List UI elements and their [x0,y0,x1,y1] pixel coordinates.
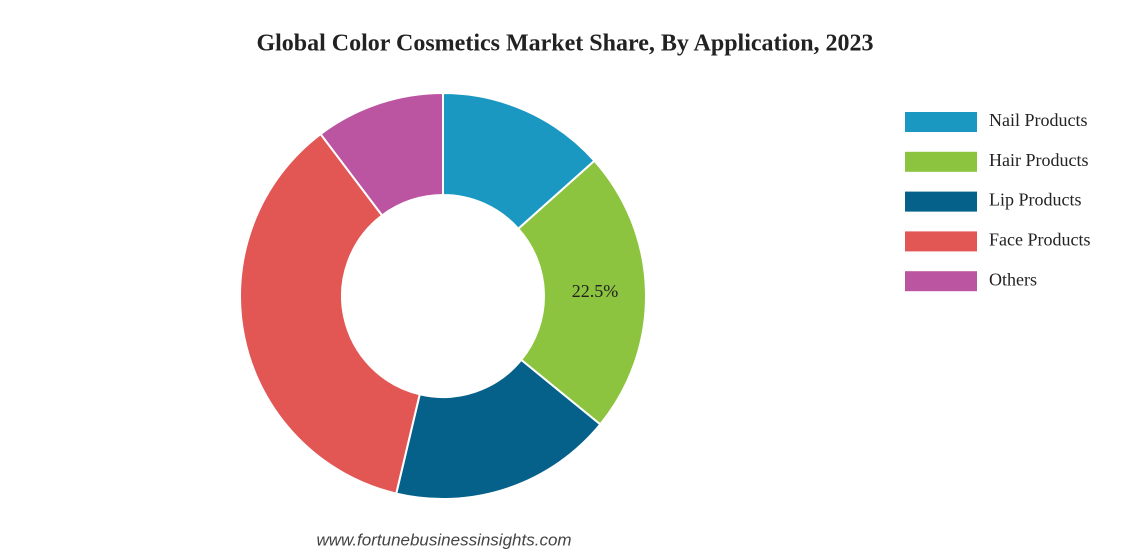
donut-slice [516,159,647,426]
donut-slice [319,91,444,217]
legend-swatch [905,151,977,172]
donut-slice [239,132,421,495]
data-label: 22.5% [572,281,619,301]
legend-swatch [905,112,977,132]
legend-label: Others [989,269,1037,289]
legend-swatch [905,271,977,292]
legend-label: Nail Products [989,110,1088,130]
legend-swatch [905,231,977,252]
legend-label: Face Products [989,230,1090,250]
legend-swatch [905,191,977,212]
legend-label: Lip Products [989,190,1082,210]
legend-label: Hair Products [989,150,1088,170]
source-note: www.fortunebusinessinsights.com [316,530,571,549]
donut-slice [395,358,602,500]
chart-title: Global Color Cosmetics Market Share, By … [256,31,873,57]
